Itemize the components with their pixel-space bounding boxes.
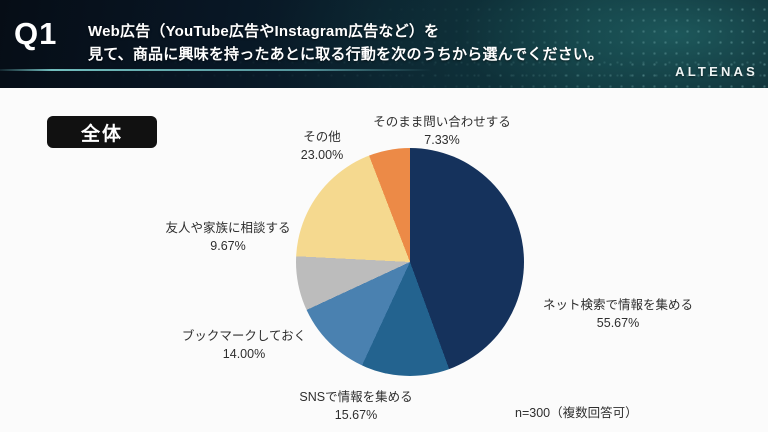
pie-label-search-pct: 55.67% xyxy=(596,316,640,331)
dot-pattern-decoration-bottom xyxy=(0,56,768,86)
pie-label-sns-pct: 15.67% xyxy=(334,408,378,423)
segment-badge: 全体 xyxy=(47,116,157,148)
pie-label-search: ネット検索で情報を集める 55.67% xyxy=(520,296,716,332)
slide-body: 全体 そのまま問い合わせする 7.33% その他 23.00% 友人や家族に相談… xyxy=(0,88,768,432)
pie-label-friends-pct: 9.67% xyxy=(210,239,246,254)
question-number: Q1 xyxy=(14,16,58,51)
dot-pattern-decoration xyxy=(338,0,768,88)
question-title: Web広告（YouTube広告やInstagram広告など）を 見て、商品に興味… xyxy=(88,20,760,67)
pie-chart-canvas xyxy=(296,148,524,376)
header-accent-line xyxy=(0,69,432,71)
pie-label-bookmark-name: ブックマークしておく xyxy=(181,329,307,343)
pie-label-inquiry: そのまま問い合わせする 7.33% xyxy=(352,113,532,149)
pie-label-other: その他 23.00% xyxy=(276,128,368,164)
pie-label-inquiry-pct: 7.33% xyxy=(424,133,460,148)
pie-label-bookmark: ブックマークしておく 14.00% xyxy=(160,327,328,363)
pie-label-sns: SNSで情報を集める 15.67% xyxy=(272,388,440,424)
pie-label-friends-name: 友人や家族に相談する xyxy=(165,221,291,235)
question-title-line2: 見て、商品に興味を持ったあとに取る行動を次のうちから選んでください。 xyxy=(88,46,604,64)
pie-label-inquiry-name: そのまま問い合わせする xyxy=(373,115,511,129)
pie-label-other-pct: 23.00% xyxy=(300,148,344,163)
pie-label-bookmark-pct: 14.00% xyxy=(222,347,266,362)
pie-label-friends: 友人や家族に相談する 9.67% xyxy=(142,219,314,255)
pie-chart xyxy=(296,148,524,376)
question-title-line1: Web広告（YouTube広告やInstagram広告など）を xyxy=(88,23,440,40)
sample-size-note: n=300（複数回答可） xyxy=(515,406,638,420)
pie-label-search-name: ネット検索で情報を集める xyxy=(542,298,693,312)
slide-header: Q1 Web広告（YouTube広告やInstagram広告など）を 見て、商品… xyxy=(0,0,768,88)
pie-label-sns-name: SNSで情報を集める xyxy=(299,390,413,404)
brand-logo-altenas: ALTENAS xyxy=(675,64,758,79)
pie-label-other-name: その他 xyxy=(303,130,341,144)
